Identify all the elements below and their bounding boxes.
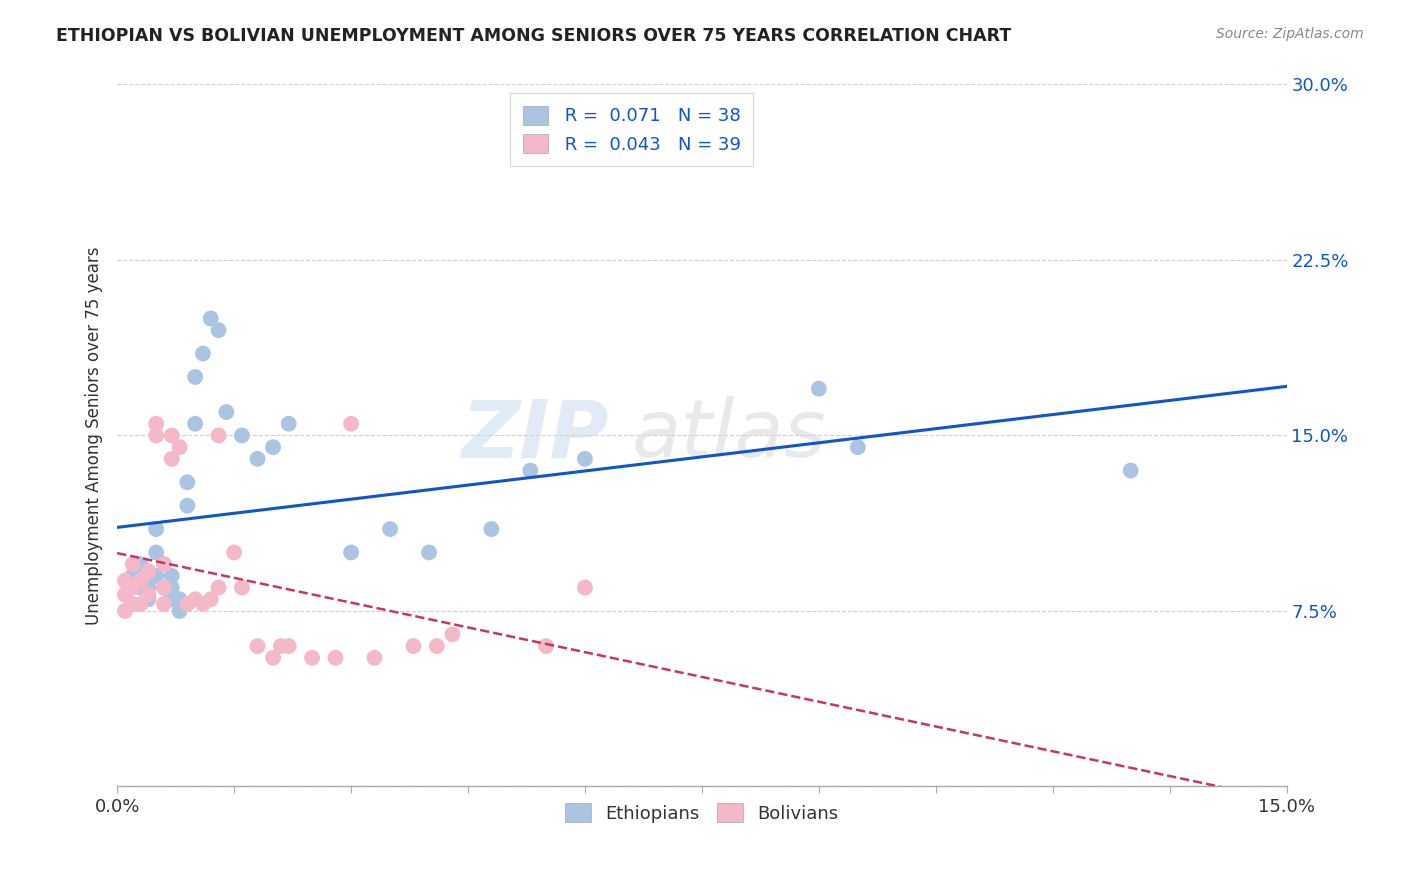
Point — [184, 417, 207, 431]
Point — [402, 639, 425, 653]
Point — [215, 405, 238, 419]
Point — [363, 650, 385, 665]
Point — [426, 639, 449, 653]
Point — [121, 569, 143, 583]
Point — [153, 557, 176, 571]
Point — [145, 545, 167, 559]
Point — [114, 574, 136, 588]
Point — [231, 581, 253, 595]
Point — [246, 639, 269, 653]
Point — [200, 592, 222, 607]
Point — [277, 639, 299, 653]
Point — [129, 557, 152, 571]
Point — [153, 581, 176, 595]
Point — [176, 597, 198, 611]
Point — [246, 451, 269, 466]
Point — [200, 311, 222, 326]
Point — [184, 370, 207, 384]
Point — [153, 597, 176, 611]
Point — [145, 417, 167, 431]
Point — [207, 428, 229, 442]
Point — [176, 475, 198, 490]
Point — [121, 581, 143, 595]
Point — [138, 581, 160, 595]
Point — [121, 557, 143, 571]
Point — [231, 428, 253, 442]
Point — [325, 650, 347, 665]
Point — [114, 588, 136, 602]
Text: ETHIOPIAN VS BOLIVIAN UNEMPLOYMENT AMONG SENIORS OVER 75 YEARS CORRELATION CHART: ETHIOPIAN VS BOLIVIAN UNEMPLOYMENT AMONG… — [56, 27, 1011, 45]
Point — [160, 569, 183, 583]
Point — [138, 588, 160, 602]
Point — [121, 597, 143, 611]
Point — [169, 604, 191, 618]
Point — [301, 650, 323, 665]
Point — [121, 597, 143, 611]
Point — [846, 440, 869, 454]
Point — [169, 592, 191, 607]
Point — [207, 323, 229, 337]
Point — [153, 581, 176, 595]
Legend: Ethiopians, Bolivians: Ethiopians, Bolivians — [554, 793, 849, 834]
Y-axis label: Unemployment Among Seniors over 75 years: Unemployment Among Seniors over 75 years — [86, 246, 103, 624]
Point — [153, 557, 176, 571]
Point — [160, 581, 183, 595]
Point — [176, 499, 198, 513]
Point — [519, 464, 541, 478]
Point — [277, 417, 299, 431]
Point — [129, 597, 152, 611]
Point — [145, 522, 167, 536]
Point — [145, 569, 167, 583]
Point — [129, 574, 152, 588]
Text: ZIP: ZIP — [461, 396, 609, 475]
Point — [114, 604, 136, 618]
Point — [479, 522, 502, 536]
Point — [224, 545, 246, 559]
Point — [160, 428, 183, 442]
Text: Source: ZipAtlas.com: Source: ZipAtlas.com — [1216, 27, 1364, 41]
Point — [270, 639, 292, 653]
Point — [191, 346, 214, 360]
Point — [340, 417, 363, 431]
Point — [184, 592, 207, 607]
Point — [169, 440, 191, 454]
Point — [207, 581, 229, 595]
Point — [138, 592, 160, 607]
Point — [534, 639, 557, 653]
Point — [262, 650, 284, 665]
Point — [160, 592, 183, 607]
Text: atlas: atlas — [631, 396, 827, 475]
Point — [418, 545, 440, 559]
Point — [574, 451, 596, 466]
Point — [262, 440, 284, 454]
Point — [441, 627, 464, 641]
Point — [378, 522, 401, 536]
Point — [138, 564, 160, 578]
Point — [340, 545, 363, 559]
Point — [160, 451, 183, 466]
Point — [574, 581, 596, 595]
Point — [1119, 464, 1142, 478]
Point — [145, 428, 167, 442]
Point — [807, 382, 830, 396]
Point — [191, 597, 214, 611]
Point — [114, 588, 136, 602]
Point — [129, 581, 152, 595]
